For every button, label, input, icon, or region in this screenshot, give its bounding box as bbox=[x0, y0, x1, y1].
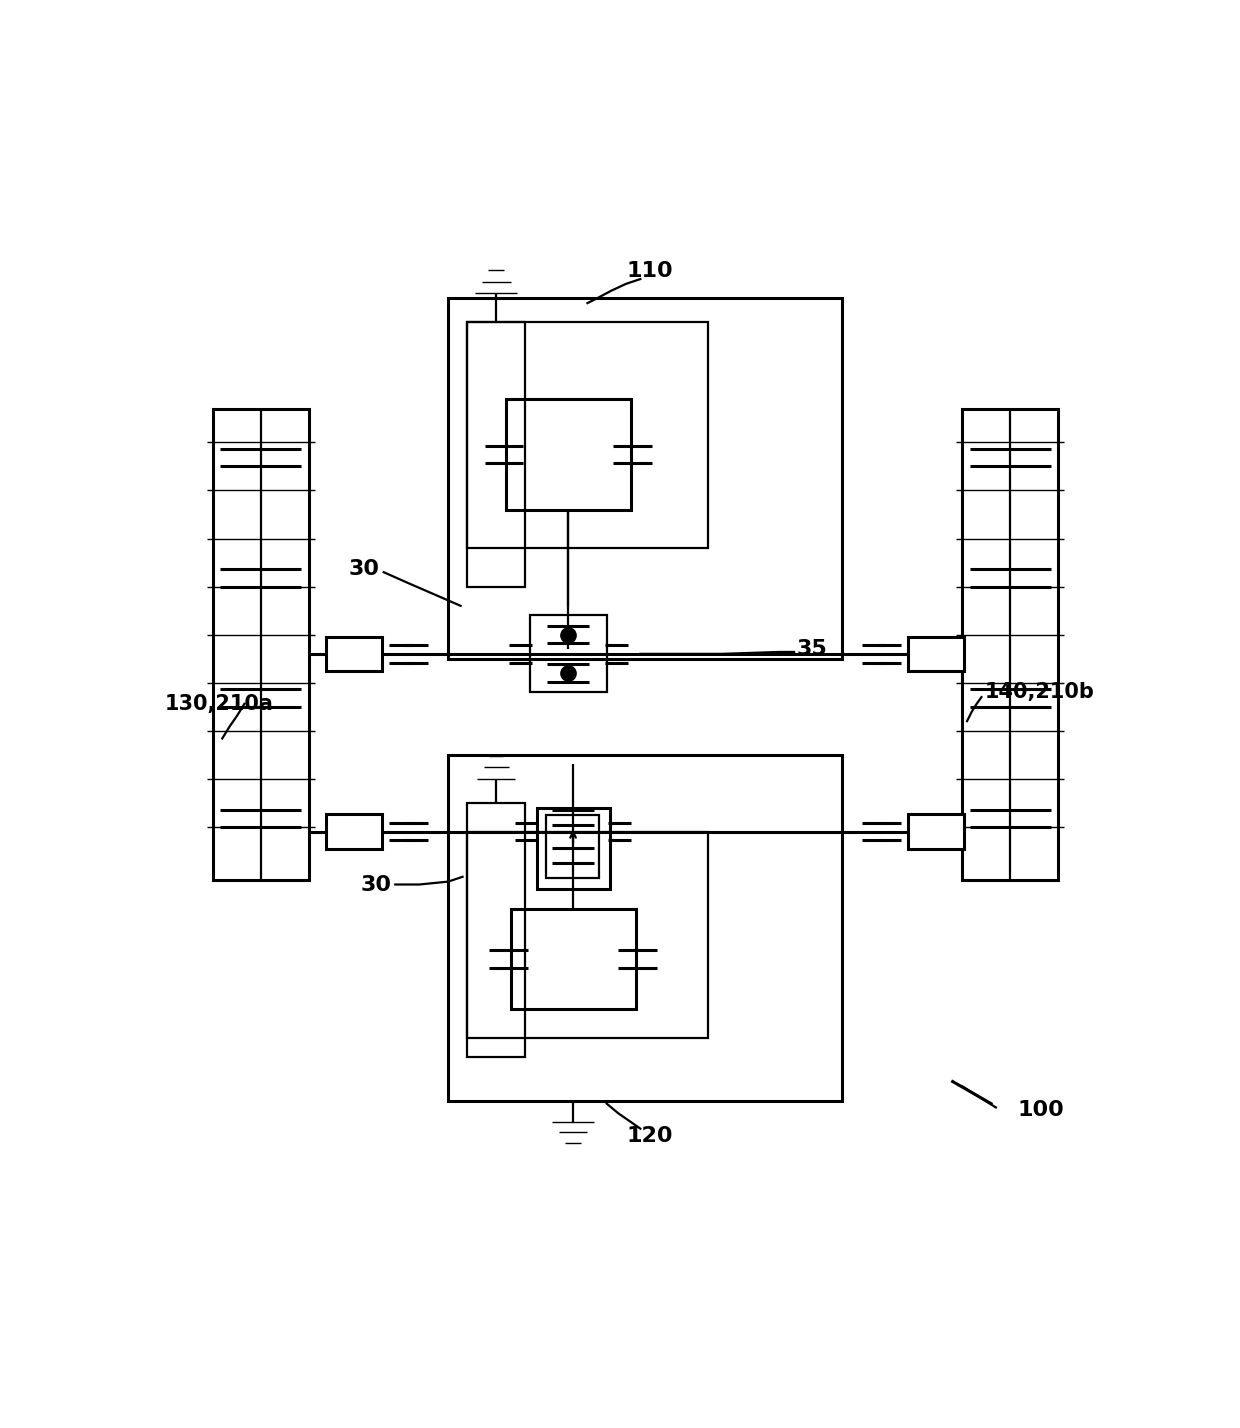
Text: 140,210b: 140,210b bbox=[985, 683, 1094, 703]
Bar bbox=[506, 400, 631, 510]
Bar bbox=[909, 814, 965, 850]
Bar bbox=[546, 815, 599, 878]
Bar bbox=[467, 323, 708, 548]
Bar bbox=[962, 408, 1058, 880]
Text: 30: 30 bbox=[348, 560, 379, 580]
Bar bbox=[326, 637, 382, 671]
Bar bbox=[467, 803, 525, 1058]
Bar bbox=[529, 615, 606, 693]
Text: 30: 30 bbox=[361, 874, 392, 894]
Bar bbox=[511, 908, 635, 1010]
Text: 100: 100 bbox=[1018, 1101, 1065, 1121]
Text: 130,210a: 130,210a bbox=[165, 694, 274, 714]
Bar bbox=[909, 637, 965, 671]
Bar bbox=[448, 755, 842, 1101]
Text: 110: 110 bbox=[626, 261, 673, 281]
Bar bbox=[537, 808, 610, 890]
Bar bbox=[467, 323, 525, 587]
Bar bbox=[467, 831, 708, 1038]
Bar bbox=[326, 814, 382, 850]
Bar bbox=[448, 298, 842, 658]
Bar bbox=[213, 408, 309, 880]
Text: 35: 35 bbox=[797, 640, 827, 660]
Text: 120: 120 bbox=[626, 1127, 673, 1147]
